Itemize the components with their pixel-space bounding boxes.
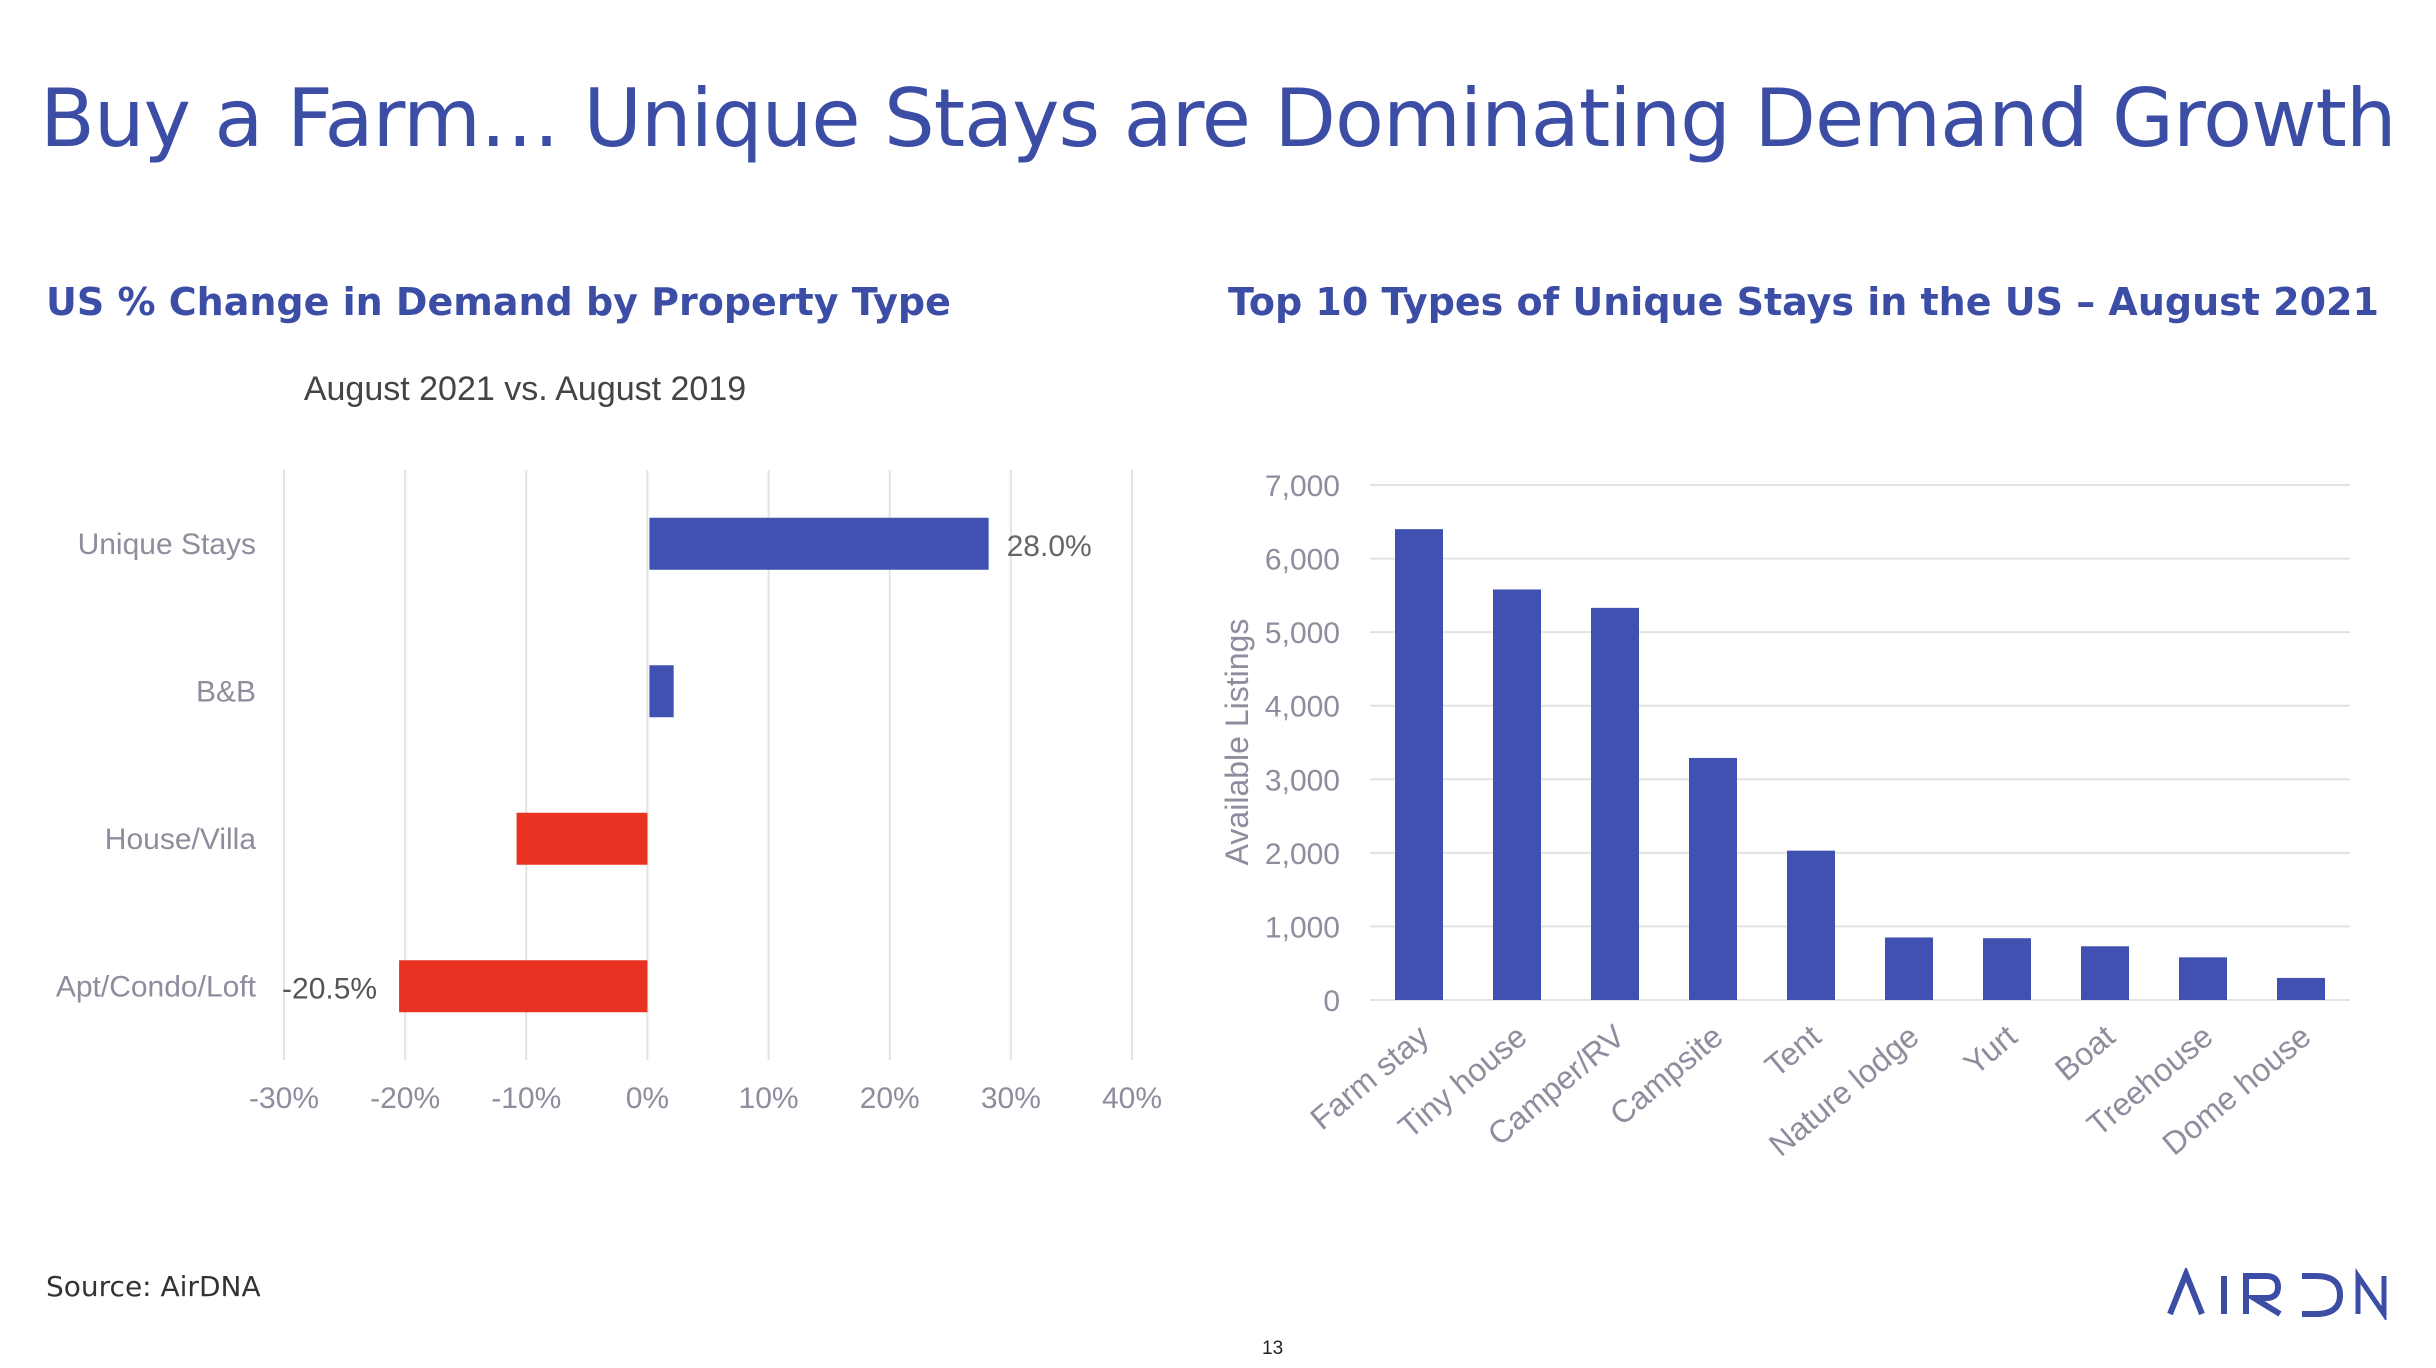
y-tick-label: 0 (1323, 985, 1340, 1018)
bar (2277, 977, 2325, 1000)
bar (1493, 589, 1541, 1000)
bar (1689, 757, 1737, 1000)
category-label: Apt/Condo/Loft (56, 970, 257, 1003)
demand-change-chart: August 2021 vs. August 2019 -30% -20% -10% 0… (56, 370, 1162, 1115)
y-axis-title: Available Listings (1219, 619, 1255, 866)
data-label: 28.0% (1007, 530, 1092, 563)
x-tick-label: -30% (249, 1082, 319, 1115)
airdna-logo (2167, 1268, 2387, 1320)
bar (1591, 607, 1639, 1000)
left-chart-heading: US % Change in Demand by Property Type (46, 280, 951, 324)
bar (649, 665, 674, 718)
chart-subtitle: August 2021 vs. August 2019 (304, 370, 746, 408)
x-tick-label: 40% (1102, 1082, 1162, 1115)
source-note: Source: AirDNA (46, 1270, 261, 1303)
x-tick-label: 10% (739, 1082, 799, 1115)
y-tick-label: 3,000 (1265, 764, 1340, 797)
category-label: House/Villa (105, 823, 257, 856)
right-chart-heading: Top 10 Types of Unique Stays in the US –… (1228, 280, 2379, 324)
bar (1885, 937, 1933, 1000)
bar (516, 812, 648, 865)
slide-title: Buy a Farm… Unique Stays are Dominating … (40, 72, 2397, 165)
y-tick-label: 7,000 (1265, 470, 1340, 503)
y-tick-label: 6,000 (1265, 544, 1340, 577)
data-label: -20.5% (282, 972, 377, 1005)
bar (2081, 946, 2129, 1000)
y-tick-label: 2,000 (1265, 838, 1340, 871)
x-tick-label: Tent (1758, 1018, 1828, 1085)
bar (399, 960, 648, 1013)
x-tick-label: -10% (491, 1082, 561, 1115)
bar (1983, 938, 2031, 1000)
x-tick-label: -20% (370, 1082, 440, 1115)
bar (1787, 850, 1835, 1000)
bar (2179, 957, 2227, 1000)
unique-stays-chart: 0 1,000 2,000 3,000 4,000 5,000 6,000 7,000 Avai… (1219, 470, 2350, 1163)
bar (1395, 529, 1443, 1000)
y-tick-label: 4,000 (1265, 691, 1340, 724)
x-tick-label: Boat (2048, 1018, 2122, 1088)
y-tick-label: 5,000 (1265, 617, 1340, 650)
bar (649, 517, 989, 570)
y-tick-label: 1,000 (1265, 911, 1340, 944)
x-tick-label: 0% (626, 1082, 669, 1115)
x-tick-label: 20% (860, 1082, 920, 1115)
x-tick-label: 30% (981, 1082, 1041, 1115)
x-tick-label: Yurt (1957, 1018, 2024, 1082)
category-label: B&B (196, 675, 256, 708)
category-label: Unique Stays (78, 528, 256, 561)
page-number: 13 (1262, 1338, 1284, 1359)
